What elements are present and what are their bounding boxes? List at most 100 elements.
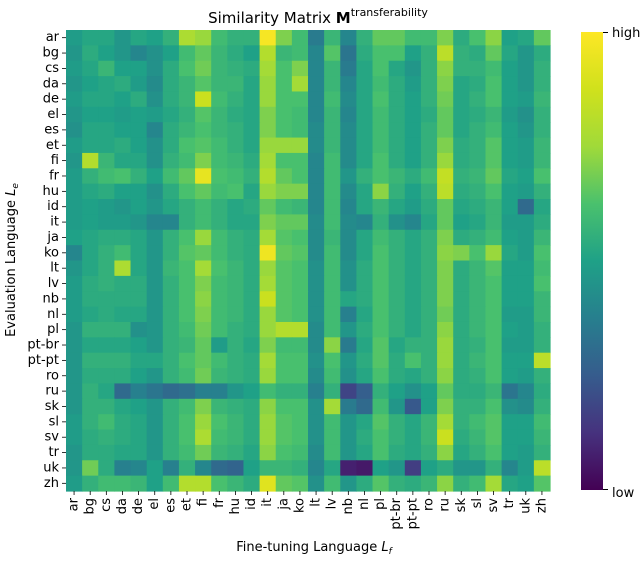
heatmap-cell-hu-tr [501, 183, 519, 200]
heatmap-cell-fi-uk [517, 152, 535, 169]
heatmap-cell-ko-ro [420, 245, 438, 262]
heatmap-cell-cs-fr [211, 60, 228, 77]
heatmap-cell-ar-ko [291, 30, 309, 46]
heatmap-cell-sv-ja [275, 429, 293, 446]
heatmap-cell-sv-ru [437, 429, 454, 446]
heatmap-cell-nb-ko [291, 291, 309, 308]
x-tick-label: lv [325, 498, 340, 510]
heatmap-cell-sl-es [162, 414, 180, 431]
x-axis-ticks: ar bg cs da de el es et fi fr hu id it ja ko lt lv nb nl pl… [67, 491, 549, 530]
heatmap-cell-ar-sl [469, 30, 487, 46]
heatmap-cell-cs-sk [453, 60, 470, 77]
heatmap-cell-zh-ro [420, 475, 438, 492]
heatmap-cell-et-uk [517, 137, 535, 154]
heatmap-cell-zh-pt-pt [404, 475, 422, 492]
heatmap-cell-cs-nb [340, 60, 357, 77]
heatmap-cell-uk-lv [324, 460, 341, 477]
heatmap-cell-cs-it [259, 60, 277, 77]
heatmap-cell-el-tr [501, 106, 519, 123]
heatmap-cell-ro-it [259, 368, 277, 385]
heatmap-cell-ko-pt-pt [404, 245, 422, 262]
heatmap-cell-de-sl [469, 91, 487, 108]
heatmap-cell-cs-hu [227, 60, 245, 77]
heatmap-cell-fi-de [130, 152, 148, 169]
heatmap-cell-el-sv [485, 106, 503, 123]
heatmap-cell-ru-nb [340, 383, 357, 400]
heatmap-cell-el-es [162, 106, 180, 123]
heatmap-cell-el-da [114, 106, 132, 123]
heatmap-cell-ko-tr [501, 245, 519, 262]
x-tick-label: ko [292, 498, 307, 513]
heatmap-cell-ro-es [162, 368, 180, 385]
heatmap-cell-lt-pt-br [388, 260, 406, 277]
heatmap-cell-ko-es [162, 245, 180, 262]
heatmap-cell-sl-tr [501, 414, 519, 431]
heatmap-cell-zh-da [114, 475, 132, 492]
heatmap-cell-ja-ko [291, 229, 309, 246]
heatmap-cell-fi-zh [533, 152, 551, 169]
heatmap-cell-bg-ru [437, 45, 454, 62]
heatmap-cell-et-el [146, 137, 164, 154]
heatmap-cell-tr-pt-br [388, 444, 406, 461]
heatmap-cell-ru-pt-pt [404, 383, 422, 400]
heatmap-cell-nl-id [243, 306, 261, 323]
heatmap-cell-fi-bg [82, 152, 99, 169]
heatmap-cell-da-sk [453, 76, 470, 93]
heatmap-cell-tr-es [162, 444, 180, 461]
heatmap-cell-tr-nb [340, 444, 357, 461]
heatmap-cell-el-nb [340, 106, 357, 123]
heatmap-cell-ar-el [146, 30, 164, 46]
heatmap-cell-id-el [146, 199, 164, 215]
heatmap-cell-de-pt-pt [404, 91, 422, 108]
heatmap-cell-sl-uk [517, 414, 535, 431]
heatmap-cell-el-id [243, 106, 261, 123]
heatmap-cell-es-id [243, 122, 261, 139]
heatmap-cell-ko-cs [98, 245, 115, 262]
heatmap-cell-sv-fi [195, 429, 212, 446]
x-tick-label: fr [212, 497, 227, 508]
heatmap-cell-et-sl [469, 137, 487, 154]
heatmap-cell-tr-ar [66, 444, 83, 461]
heatmap-cell-sk-es [162, 398, 180, 415]
heatmap-cell-et-hu [227, 137, 245, 154]
heatmap-cell-et-sv [485, 137, 503, 154]
heatmap-cell-sv-ar [66, 429, 83, 446]
heatmap-cell-fr-fi [195, 168, 212, 185]
heatmap-cell-sk-pt-pt [404, 398, 422, 415]
heatmap-cell-pl-it [259, 321, 277, 338]
heatmap-cell-hu-uk [517, 183, 535, 200]
heatmap-cell-ja-bg [82, 229, 99, 246]
heatmap-cell-bg-pt-pt [404, 45, 422, 62]
heatmap-cell-bg-hu [227, 45, 245, 62]
heatmap-cell-lt-sv [485, 260, 503, 277]
heatmap-cell-et-it [259, 137, 277, 154]
heatmap-cell-sl-bg [82, 414, 99, 431]
heatmap-cell-ar-hu [227, 30, 245, 46]
heatmap-cell-pt-br-pt-br [388, 337, 406, 354]
heatmap-cell-fi-sv [485, 152, 503, 169]
heatmap-cell-pt-br-fr [211, 337, 228, 354]
heatmap-cell-da-bg [82, 76, 99, 93]
heatmap-cell-nb-cs [98, 291, 115, 308]
heatmap-cell-de-cs [98, 91, 115, 108]
y-tick-label: fi [51, 153, 59, 168]
y-axis-label-sub: e [11, 183, 21, 189]
heatmap-cell-et-sk [453, 137, 470, 154]
heatmap-cell-nl-et [178, 306, 196, 323]
heatmap-cell-fr-sl [469, 168, 487, 185]
heatmap-cell-ru-da [114, 383, 132, 400]
heatmap-cell-ja-sv [485, 229, 503, 246]
heatmap-cell-uk-it [259, 460, 277, 477]
heatmap-cell-da-ro [420, 76, 438, 93]
heatmap-cell-bg-sl [469, 45, 487, 62]
heatmap-cell-ko-fr [211, 245, 228, 262]
heatmap-cell-ko-sv [485, 245, 503, 262]
heatmap-cell-cs-sv [485, 60, 503, 77]
heatmap-cell-bg-es [162, 45, 180, 62]
heatmap-cell-es-ru [437, 122, 454, 139]
heatmap-cell-lv-fr [211, 275, 228, 292]
y-axis-label-text: Evaluation Language [4, 196, 19, 337]
heatmap-cell-zh-pl [372, 475, 390, 492]
heatmap-cell-nb-et [178, 291, 196, 308]
heatmap-cell-ar-de [130, 30, 148, 46]
